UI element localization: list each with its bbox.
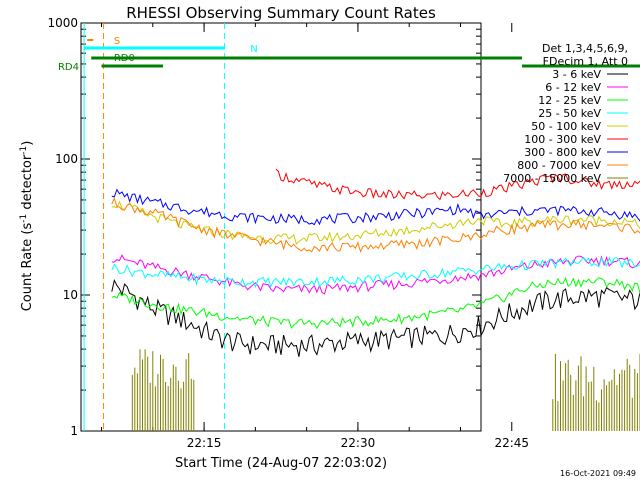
y-axis-label-b: detector bbox=[20, 154, 35, 214]
y-axis-label-sup2: -1 bbox=[19, 146, 29, 155]
x-tick-label: 22:45 bbox=[494, 436, 529, 450]
legend-entry-label: 12 - 25 keV bbox=[538, 94, 601, 107]
y-tick-label: 10 bbox=[63, 288, 78, 302]
y-axis-label-c: ) bbox=[20, 141, 35, 146]
flag-label: S bbox=[114, 36, 120, 47]
legend-entry-label: 50 - 100 keV bbox=[531, 120, 601, 133]
x-tick-label: 22:30 bbox=[341, 436, 376, 450]
plot-frame bbox=[80, 22, 482, 432]
series-line bbox=[111, 276, 640, 330]
legend-entry-label: 100 - 300 keV bbox=[524, 133, 601, 146]
y-tick-label: 1 bbox=[70, 424, 78, 438]
series-line bbox=[111, 200, 640, 245]
flag-label: N bbox=[250, 44, 257, 55]
series-line bbox=[111, 196, 640, 253]
legend-header-line: Det 1,3,4,5,6,9, bbox=[542, 42, 628, 55]
series-line bbox=[111, 254, 640, 295]
chart-title: RHESSI Observing Summary Count Rates bbox=[126, 4, 436, 22]
y-axis-label-sup1: -1 bbox=[19, 214, 29, 223]
x-axis-label: Start Time (24-Aug-07 22:03:02) bbox=[175, 456, 387, 471]
series-line bbox=[275, 168, 640, 201]
y-tick-label: 1000 bbox=[47, 16, 78, 30]
flag-label: RD4 bbox=[58, 62, 79, 73]
series-line bbox=[111, 256, 640, 289]
legend-entry-label: 7000 - 15000 keV bbox=[503, 172, 601, 185]
y-axis-label: Count Rate (s-1 detector-1) bbox=[19, 141, 35, 312]
flag-label: RD0 bbox=[114, 53, 135, 64]
legend-header-line: FDecim 1, Att 0 bbox=[543, 55, 628, 68]
legend-entry-label: 6 - 12 keV bbox=[545, 81, 601, 94]
legend-entry-label: 300 - 800 keV bbox=[524, 146, 601, 159]
x-tick-label: 22:15 bbox=[187, 436, 222, 450]
footer-date: 16-Oct-2021 09:49 bbox=[560, 469, 636, 478]
series-line bbox=[111, 278, 640, 357]
series-7000-15000-kev bbox=[131, 349, 640, 431]
legend-entry-label: 3 - 6 keV bbox=[552, 68, 601, 81]
legend-entry-label: 25 - 50 keV bbox=[538, 107, 601, 120]
y-axis-label-a: Count Rate (s bbox=[20, 223, 35, 312]
series-line bbox=[111, 188, 640, 226]
y-tick-label: 100 bbox=[55, 152, 78, 166]
legend-entry-label: 800 - 7000 keV bbox=[517, 159, 601, 172]
